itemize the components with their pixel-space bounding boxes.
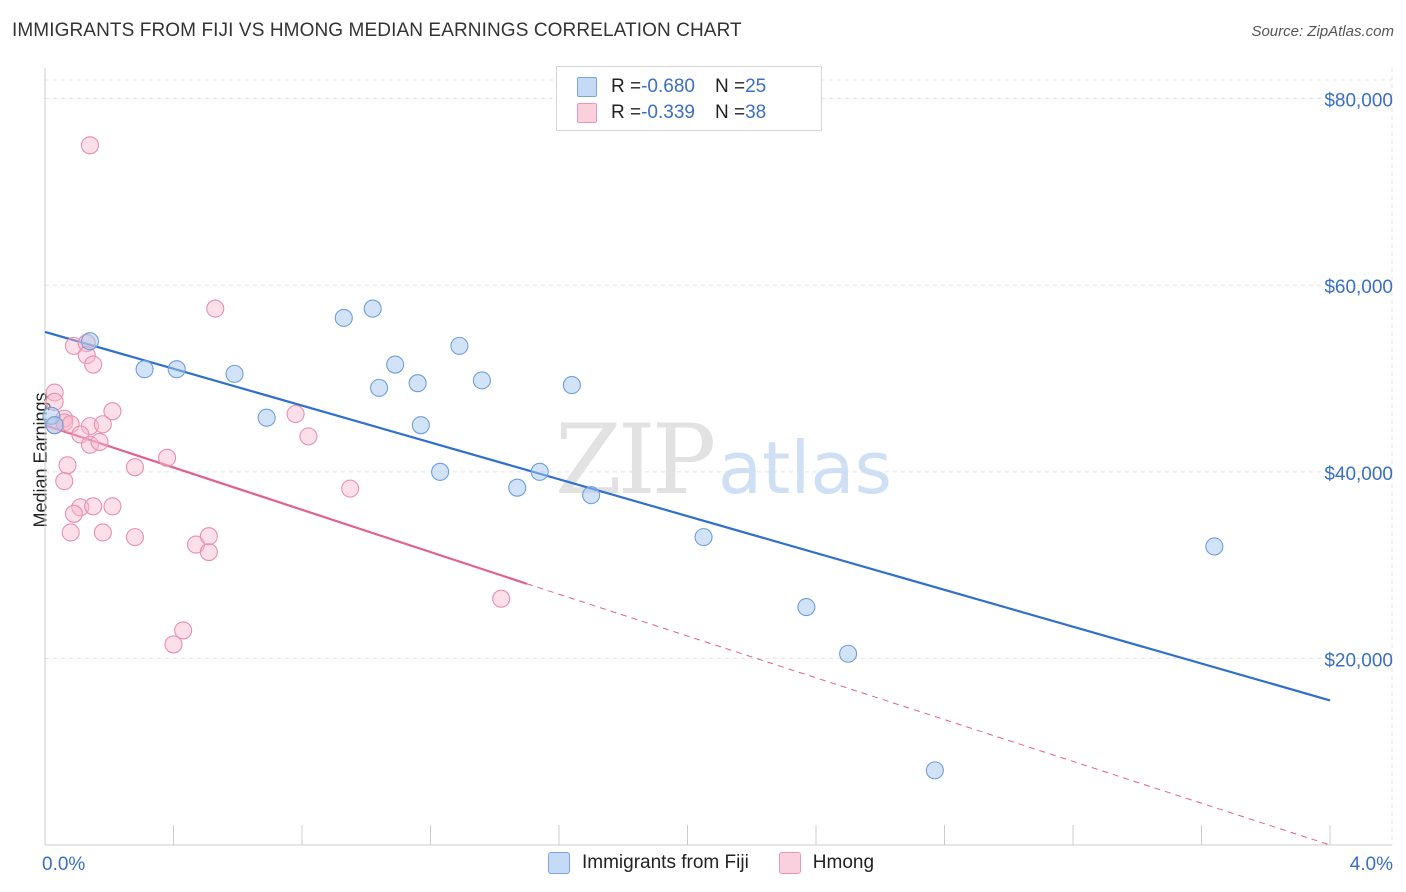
axes [44,68,1392,846]
hmong-swatch [577,103,597,123]
fiji-point-16 [508,478,527,497]
x-tick-label-1: 4.0% [1350,854,1393,875]
hmong-trend-line [44,424,528,585]
fiji-point-6 [257,408,276,427]
chart-title: IMMIGRANTS FROM FIJI VS HMONG MEDIAN EAR… [12,20,742,41]
source-label: Source: ZipAtlas.com [1251,23,1394,40]
watermark-atlas: atlas [718,426,892,510]
fiji-point-19 [582,486,601,505]
hmong-point-26 [61,523,80,542]
fiji-swatch [577,77,597,97]
hmong-point-33 [299,427,318,446]
fiji-trend-line [44,330,1331,702]
hmong-point-23 [64,504,83,523]
legend-hmong-swatch [778,852,801,874]
fiji-point-21 [797,598,816,617]
hmong-point-21 [55,472,74,491]
fiji-point-20 [694,528,713,547]
fiji-point-10 [370,378,389,397]
fiji-point-2 [80,332,100,351]
hmong-point-22 [71,498,90,517]
y-tick-label-1: $40,000 [1324,464,1393,485]
legend-row-hmong: R = -0.339 N = 38 [577,102,766,124]
watermark: ZIP atlas [555,404,892,516]
hmong-n-value: 38 [745,102,767,123]
hmong-point-5 [84,355,103,374]
hmong-point-1 [206,299,225,318]
watermark-zip: ZIP [555,404,714,516]
data-points [42,136,1224,780]
fiji-point-15 [472,371,491,390]
fiji-point-7 [334,308,353,327]
hmong-trend-extension [526,583,1331,846]
y-tick-label-0: $20,000 [1324,650,1393,671]
fiji-point-17 [530,462,549,481]
fiji-point-23 [925,761,944,780]
series-legend: Immigrants from Fiji Hmong [548,852,904,874]
hmong-point-0 [80,136,100,155]
legend-item-hmong: Hmong [778,852,875,874]
hmong-r-label: R = [611,102,642,123]
fiji-point-4 [167,360,186,379]
hmong-point-35 [174,621,193,640]
fiji-n-label: N = [714,76,746,97]
hmong-point-19 [58,456,77,475]
hmong-point-31 [199,527,218,546]
hmong-point-13 [93,415,112,434]
fiji-point-8 [363,299,382,318]
fiji-r-value: -0.680 [641,76,695,97]
hmong-point-17 [90,432,109,452]
hmong-point-37 [492,589,511,608]
gridlines [45,68,1393,845]
hmong-point-20 [125,458,144,477]
hmong-point-18 [158,448,177,467]
hmong-point-34 [341,479,360,498]
hmong-point-15 [103,402,122,421]
fiji-point-24 [1205,537,1224,556]
x-tick-label-0: 0.0% [42,854,85,875]
hmong-point-6 [45,383,64,402]
fiji-point-12 [411,416,430,435]
hmong-point-27 [93,523,112,542]
fiji-point-5 [225,364,244,383]
fiji-point-18 [562,376,581,395]
hmong-point-36 [164,635,183,654]
hmong-n-label: N = [714,102,746,123]
fiji-point-9 [386,355,405,374]
hmong-point-25 [103,497,122,516]
fiji-r-label: R = [611,76,642,97]
fiji-point-1 [45,416,64,435]
fiji-point-11 [408,374,427,393]
fiji-point-3 [135,360,154,379]
y-tick-label-2: $60,000 [1324,277,1393,298]
fiji-point-22 [839,644,858,663]
legend-item-fiji: Immigrants from Fiji [548,852,749,874]
legend-hmong-label: Hmong [812,852,875,873]
fiji-point-14 [431,462,450,481]
legend-fiji-label: Immigrants from Fiji [582,852,749,873]
trend-lines [44,330,1331,846]
hmong-point-30 [199,543,218,562]
hmong-point-24 [84,497,103,516]
hmong-point-32 [286,404,305,424]
stats-legend: R = -0.680 N = 25 R = -0.339 N = 38 [556,66,822,131]
fiji-point-13 [450,336,469,355]
y-tick-label-3: $80,000 [1324,91,1393,112]
legend-fiji-swatch [548,852,570,874]
legend-row-fiji: R = -0.680 N = 25 [577,76,766,98]
tick-labels: $20,000 $40,000 $60,000 $80,000 0.0% 4.0% [42,91,1393,875]
hmong-r-value: -0.339 [641,102,695,123]
hmong-point-28 [125,528,144,547]
fiji-n-value: 25 [745,76,767,97]
